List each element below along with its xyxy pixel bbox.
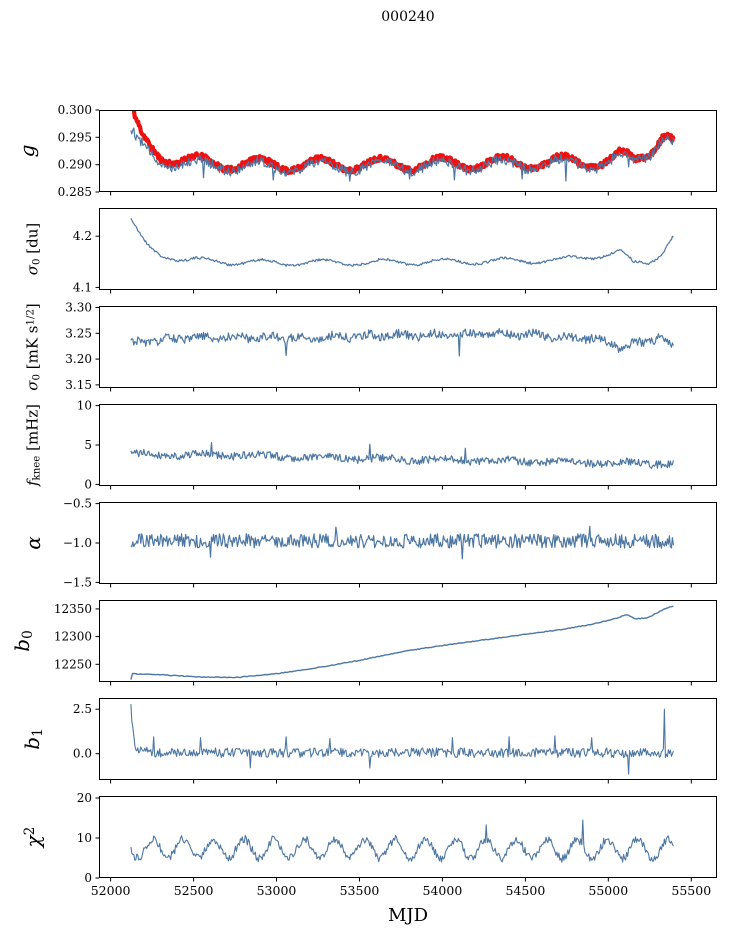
ylabel-segment: [du]: [23, 222, 42, 259]
panel-b0: b0 12250 12300 12350: [10, 600, 717, 686]
y-tick-label: −1.0: [63, 536, 92, 550]
y-tick-label: 3.25: [65, 326, 92, 340]
y-tick-label: 0: [84, 477, 92, 491]
y-axis-label-b1: b1: [20, 728, 46, 749]
ylabel-segment: f: [23, 480, 42, 487]
y-tick-label: 12300: [54, 630, 92, 644]
plot-chi2: 52000 52500 53000 53500 54000 54500 55000 55500…: [77, 791, 717, 898]
chi2-line: [130, 819, 674, 863]
y-tick-label: 5: [84, 438, 92, 452]
ylabel-segment: σ: [23, 264, 42, 276]
plot-b0: 12250 12300 12350: [54, 600, 717, 686]
ylabel-segment: σ: [23, 380, 42, 391]
y-tick-label: 10: [77, 831, 92, 845]
sigma0-mK-line: [130, 328, 674, 357]
ylabel-segment: 0: [31, 258, 43, 265]
ylabel-segment: 1: [29, 728, 46, 737]
plot-alpha: −1.5 −1.0 −0.5: [63, 497, 717, 589]
axes-frame: [99, 600, 717, 682]
panel-sigma0-mK: σ0 [mK s1/2] 3.15 3.20 3.25 3.30: [24, 301, 717, 392]
y-tick-label: 0.0: [73, 747, 92, 761]
y-tick-label: 4.2: [73, 229, 92, 243]
x-tick-label: 52000: [91, 883, 131, 898]
y-tick-label: 0.300: [58, 103, 92, 117]
y-tick-label: 0.285: [58, 185, 92, 199]
axes-frame: [99, 698, 717, 780]
sigma0-du-line: [130, 218, 674, 267]
x-tick-label: 55500: [671, 883, 711, 898]
ylabel-segment: b: [10, 638, 35, 652]
ylabel-segment: [mHz]: [23, 403, 42, 456]
plot-g: 0.285 0.290 0.295 0.300: [58, 103, 717, 199]
x-tick-label: 53500: [340, 883, 380, 898]
x-tick-label: 53000: [257, 883, 297, 898]
g-data-line: [130, 127, 674, 182]
y-tick-label: 2.5: [73, 702, 92, 716]
axes-frame: [99, 208, 717, 290]
axes-frame: [99, 404, 717, 486]
ylabel-segment: knee: [31, 455, 43, 481]
y-tick-label: −0.5: [63, 497, 92, 511]
panel-fknee: fknee [mHz] 0 5 10: [24, 399, 717, 491]
panel-g: g 0.285 0.290 0.295 0.300: [15, 103, 717, 199]
panel-alpha: α −1.5 −1.0 −0.5: [21, 497, 717, 589]
alpha-line: [130, 525, 674, 560]
y-tick-label: 20: [77, 791, 92, 805]
x-tick-label: 54500: [506, 883, 546, 898]
axes-frame: [99, 110, 717, 192]
y-tick-label: −1.5: [63, 575, 92, 589]
figure-title: 000240: [381, 9, 435, 25]
y-tick-label: 4.1: [73, 280, 92, 294]
ylabel-segment: g: [15, 144, 39, 158]
axes-frame: [99, 502, 717, 584]
y-tick-label: 0.290: [58, 158, 92, 172]
x-tick-label: 54000: [423, 883, 463, 898]
y-tick-label: 12250: [54, 657, 92, 671]
y-axis-label-sigma0-du: σ0 [du]: [24, 223, 43, 275]
x-axis-label: MJD: [387, 905, 429, 926]
panel-b1: b1 0.0 2.5: [20, 698, 717, 784]
ylabel-segment: b: [20, 736, 45, 750]
panel-sigma0-du: σ0 [du] 4.1 4.2: [24, 208, 717, 294]
y-axis-label-alpha: α: [21, 536, 45, 550]
fknee-line: [130, 442, 674, 470]
plot-b1: 0.0 2.5: [73, 698, 717, 784]
plot-sigma0-du: 4.1 4.2: [73, 208, 717, 294]
x-tick-label: 55000: [588, 883, 628, 898]
y-tick-label: 3.30: [65, 301, 92, 315]
ylabel-segment: 0: [31, 374, 43, 381]
axes-frame: [99, 306, 717, 388]
plot-fknee: 0 5 10: [77, 399, 717, 491]
y-tick-label: 3.15: [65, 378, 92, 392]
y-axis-label-fknee: fknee [mHz]: [24, 404, 43, 486]
ylabel-segment: 0: [19, 630, 36, 639]
y-axis-label-g: g: [15, 145, 39, 158]
y-tick-label: 0.295: [58, 130, 92, 144]
y-tick-label: 0: [84, 871, 92, 885]
ylabel-segment: ]: [23, 303, 42, 310]
ylabel-segment: [mK s: [23, 325, 42, 375]
x-tick-label: 52500: [174, 883, 214, 898]
ylabel-segment: 1/2: [25, 309, 37, 326]
y-axis-label-chi2: χ2: [21, 827, 45, 848]
y-axis-label-b0: b0: [10, 630, 36, 651]
ylabel-segment: 2: [21, 826, 38, 836]
ylabel-segment: α: [21, 536, 45, 550]
plot-sigma0-mK: 3.15 3.20 3.25 3.30: [65, 301, 717, 392]
y-tick-label: 12350: [54, 602, 92, 616]
ylabel-segment: χ: [21, 835, 45, 848]
axes-frame: [99, 796, 717, 878]
y-axis-label-sigma0-mK: σ0 [mK s1/2]: [24, 303, 43, 391]
panel-chi2: χ2 52000 52500 53000 53500 54000 54500 55000 55…: [21, 791, 717, 898]
y-tick-label: 10: [77, 399, 92, 413]
b1-line: [130, 704, 674, 775]
b0-line: [130, 605, 674, 680]
y-tick-label: 3.20: [65, 352, 92, 366]
